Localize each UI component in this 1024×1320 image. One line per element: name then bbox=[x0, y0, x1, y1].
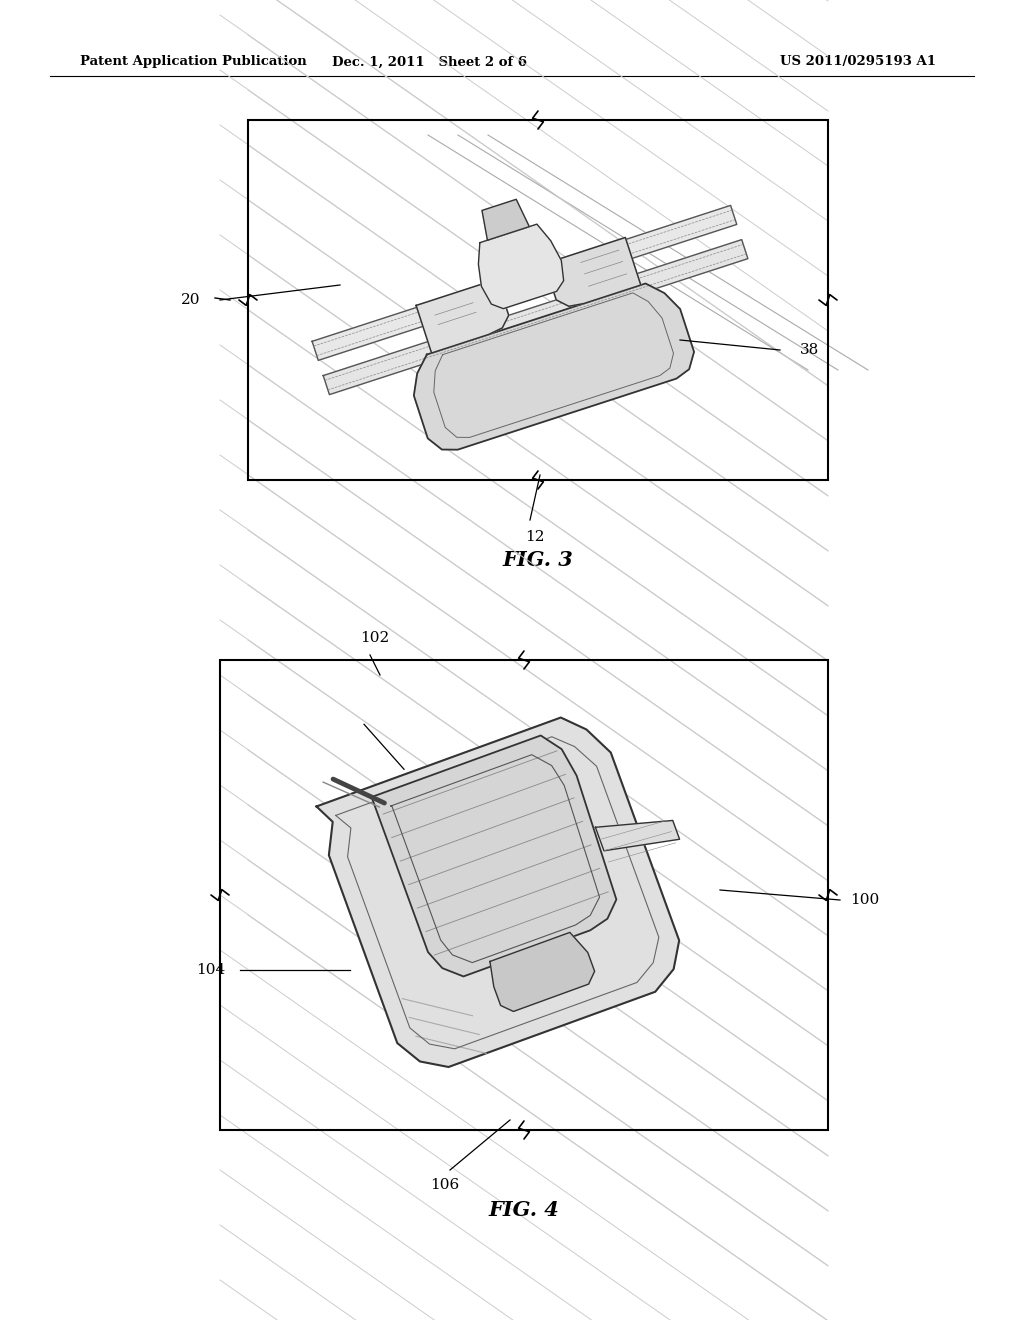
Text: 12: 12 bbox=[525, 531, 545, 544]
Polygon shape bbox=[478, 224, 563, 309]
Text: 106: 106 bbox=[430, 1177, 460, 1192]
Bar bbox=[220, 660, 828, 1130]
Polygon shape bbox=[414, 284, 694, 450]
Text: 20: 20 bbox=[180, 293, 200, 308]
Bar bbox=[248, 120, 828, 480]
Polygon shape bbox=[482, 199, 529, 240]
Text: FIG. 4: FIG. 4 bbox=[488, 1200, 559, 1220]
Text: 104: 104 bbox=[196, 964, 225, 977]
Text: US 2011/0295193 A1: US 2011/0295193 A1 bbox=[780, 55, 936, 69]
Polygon shape bbox=[595, 821, 680, 851]
Text: 100: 100 bbox=[850, 894, 880, 907]
Bar bbox=[248, 120, 828, 480]
Text: 38: 38 bbox=[800, 343, 819, 356]
Text: FIG. 3: FIG. 3 bbox=[503, 550, 573, 570]
Polygon shape bbox=[312, 206, 736, 360]
Polygon shape bbox=[372, 735, 616, 977]
Text: Patent Application Publication: Patent Application Publication bbox=[80, 55, 307, 69]
Polygon shape bbox=[551, 238, 641, 306]
Text: Dec. 1, 2011   Sheet 2 of 6: Dec. 1, 2011 Sheet 2 of 6 bbox=[333, 55, 527, 69]
Polygon shape bbox=[316, 718, 679, 1067]
Polygon shape bbox=[416, 284, 509, 352]
Polygon shape bbox=[324, 240, 748, 395]
Polygon shape bbox=[489, 932, 595, 1011]
Text: 102: 102 bbox=[360, 631, 389, 645]
Bar bbox=[220, 660, 828, 1130]
